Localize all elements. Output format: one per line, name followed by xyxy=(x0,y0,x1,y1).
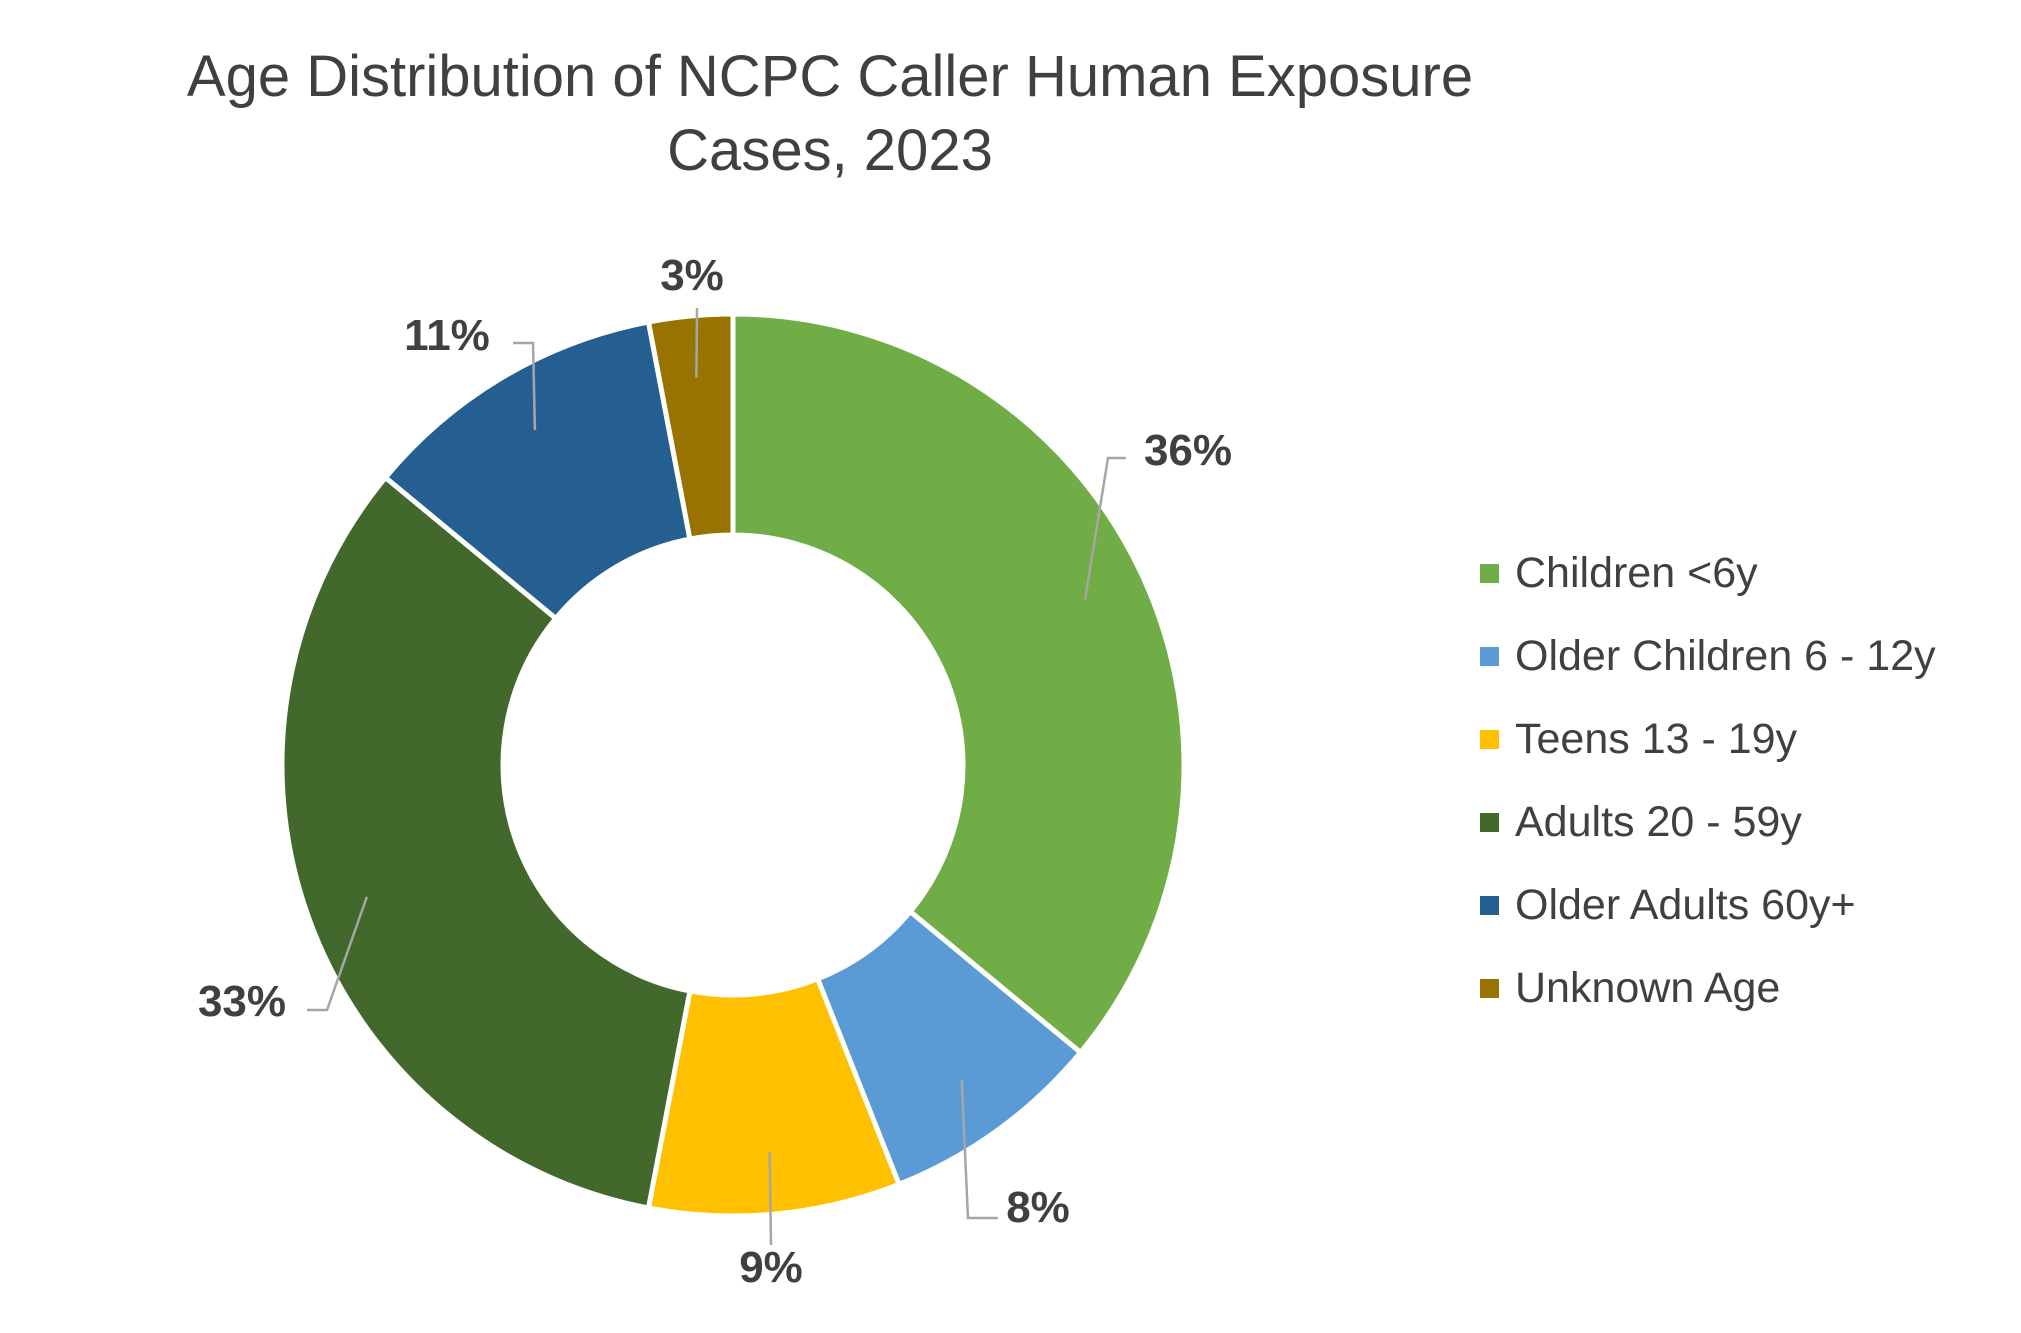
data-label-5: 11% xyxy=(404,311,490,360)
legend-label-5: Older Adults 60y+ xyxy=(1515,881,1856,929)
legend: Children <6y Older Children 6 - 12y Teens … xyxy=(1480,532,1936,1030)
legend-swatch-4 xyxy=(1480,813,1499,832)
legend-swatch-1 xyxy=(1480,564,1499,583)
leader-line-5 xyxy=(513,341,537,431)
legend-item-5: Older Adults 60y+ xyxy=(1480,864,1936,947)
data-label-3: 9% xyxy=(739,1243,803,1292)
legend-label-3: Teens 13 - 19y xyxy=(1515,715,1798,763)
legend-swatch-3 xyxy=(1480,730,1499,749)
leader-lines xyxy=(307,307,1126,1246)
data-labels: 36% 8% 9% 33% 11% 3% xyxy=(198,251,1232,1292)
chart-title: Age Distribution of NCPC Caller Human Ex… xyxy=(0,40,1660,188)
data-label-2: 8% xyxy=(1006,1183,1070,1232)
data-label-1: 36% xyxy=(1144,426,1232,475)
legend-item-6: Unknown Age xyxy=(1480,947,1936,1030)
legend-swatch-2 xyxy=(1480,647,1499,666)
legend-item-3: Teens 13 - 19y xyxy=(1480,698,1936,781)
slice-6 xyxy=(645,311,736,542)
legend-label-4: Adults 20 - 59y xyxy=(1515,798,1802,846)
slice-1 xyxy=(730,311,1187,1057)
legend-item-4: Adults 20 - 59y xyxy=(1480,781,1936,864)
leader-line-3 xyxy=(768,1152,773,1246)
legend-label-2: Older Children 6 - 12y xyxy=(1515,632,1936,680)
chart-title-line-2: Cases, 2023 xyxy=(667,118,993,183)
leader-line-6 xyxy=(695,307,699,378)
legend-swatch-6 xyxy=(1480,979,1499,998)
leader-line-2 xyxy=(960,1079,998,1220)
slice-4 xyxy=(279,474,693,1211)
data-label-4: 33% xyxy=(198,977,286,1026)
slice-5 xyxy=(381,319,693,622)
chart-title-line-1: Age Distribution of NCPC Caller Human Ex… xyxy=(186,44,1474,109)
legend-item-2: Older Children 6 - 12y xyxy=(1480,615,1936,698)
data-label-6: 3% xyxy=(660,251,724,300)
legend-item-1: Children <6y xyxy=(1480,532,1936,615)
legend-label-1: Children <6y xyxy=(1515,549,1758,597)
leader-line-4 xyxy=(307,896,369,1012)
legend-label-6: Unknown Age xyxy=(1515,964,1781,1012)
leader-line-1 xyxy=(1083,456,1126,600)
donut-slices xyxy=(279,311,1187,1219)
legend-swatch-5 xyxy=(1480,896,1499,915)
